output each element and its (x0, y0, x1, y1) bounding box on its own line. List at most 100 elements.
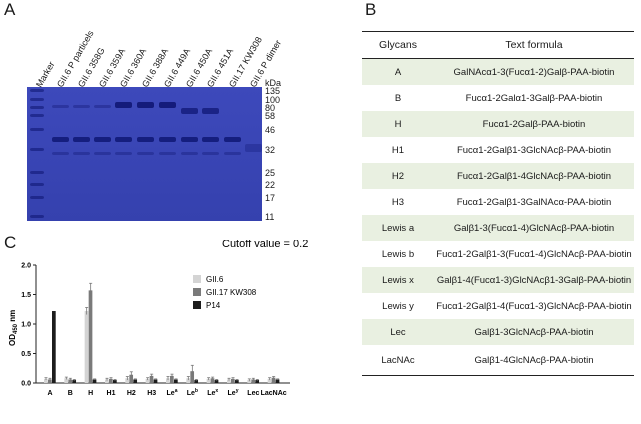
legend-label: GII.6 (206, 275, 224, 284)
marker-band (30, 89, 44, 92)
gel-band (159, 102, 176, 108)
x-tick-label: B (68, 390, 73, 397)
table-row: Lewis x Galβ1-4(Fucα1-3)GlcNAcβ1-3Galβ-PA… (362, 267, 634, 293)
glycan-name-cell: H2 (362, 163, 434, 189)
bar-gii-6 (64, 378, 69, 383)
glycan-name-cell: B (394, 92, 402, 104)
x-tick-label: H (88, 390, 93, 397)
bar-gii-17-kw308 (109, 378, 113, 383)
bar-p14 (174, 379, 178, 383)
bar-gii-6 (267, 378, 272, 383)
gel-band (73, 152, 90, 155)
glycan-name-cell: Lec (362, 319, 434, 345)
x-tick-label: Ley (228, 388, 239, 397)
glycan-name-cell: LacNAc (362, 345, 434, 376)
table-row: Lewis b Fucα1-2Galβ1-3(Fucα1-4)GlcNAcβ-PA… (362, 241, 634, 267)
gel-band (115, 102, 132, 108)
marker-band (30, 215, 44, 218)
table-row: H Fucα1-2Galβ-PAA-biotin (362, 111, 634, 137)
gel-band (159, 137, 176, 142)
bar-gii-17-kw308 (271, 377, 276, 383)
gel-band (202, 152, 219, 155)
gel-band (224, 137, 241, 142)
x-tick-label: H3 (147, 390, 156, 397)
text-formula-cell: Galβ1-3GlcNAcβ-PAA-biotin (434, 319, 634, 345)
kda-unit-label: kDa (265, 78, 282, 88)
table-row: H2 Fucα1-2Galβ1-4GlcNAcβ-PAA-biotin (362, 163, 634, 189)
bar-p14 (72, 380, 77, 383)
gel-band (115, 152, 132, 155)
bar-p14 (52, 311, 56, 383)
x-tick-label: LacNAc (261, 390, 287, 397)
bar-p14 (113, 380, 117, 383)
kda-marker-label: 135 (265, 86, 281, 96)
gel-band (181, 108, 198, 114)
gel-band (115, 137, 132, 142)
text-formula-cell: Fucα1-2Galβ1-4(Fucα1-3)GlcNAcβ-PAA-bioti… (436, 300, 632, 312)
bar-gii-17-kw308 (170, 375, 174, 383)
gel-bands (30, 89, 262, 218)
kda-marker-label: 17 (265, 193, 276, 203)
bar-p14 (275, 379, 280, 383)
bar-gii-6 (186, 378, 191, 383)
marker-band (30, 106, 44, 109)
glycans-header: Glycans (362, 31, 434, 59)
x-tick-label: H1 (107, 390, 116, 397)
bar-gii-17-kw308 (129, 374, 134, 383)
bar-gii-17-kw308 (231, 378, 235, 383)
x-tick-label: H2 (127, 390, 136, 397)
bar-p14 (92, 379, 97, 383)
glycan-name-cell: Lewis x (362, 267, 434, 293)
glycan-name-cell: Lewis y (382, 300, 414, 312)
y-tick-label: 1.0 (21, 322, 31, 329)
gel-band (52, 152, 69, 155)
text-formula-cell: Fucα1-2Galα1-3Galβ-PAA-biotin (465, 92, 603, 104)
y-tick-label: 2.0 (21, 263, 31, 270)
table-row: LacNAc Galβ1-4GlcNAcβ-PAA-biotin (362, 345, 634, 376)
bar-p14 (255, 380, 260, 383)
text-formula-header: Text formula (434, 31, 634, 59)
kda-marker-label: 46 (265, 125, 276, 135)
gel-background (27, 87, 262, 221)
gel-band (137, 102, 154, 108)
table-row: H3 Fucα1-2Galβ1-3GalNAcα-PAA-biotin (362, 189, 634, 215)
glycan-name-cell: H3 (391, 196, 405, 208)
legend-swatch (193, 275, 201, 283)
glycan-name-cell: A (362, 58, 434, 85)
x-tick-label: Leb (187, 388, 198, 397)
bar-gii-6 (206, 378, 211, 383)
bar-p14 (194, 380, 199, 383)
marker-band (30, 98, 44, 101)
gel-band (181, 137, 198, 142)
marker-band (30, 114, 44, 117)
legend-swatch (193, 301, 201, 309)
kda-marker-label: 25 (265, 168, 276, 178)
table-row: A GalNAcα1-3(Fucα1-2)Galβ-PAA-biotin (362, 58, 634, 85)
bar-gii-6 (227, 379, 231, 383)
text-formula-cell: Fucα1-2Galβ1-3GalNAcα-PAA-biotin (456, 196, 612, 208)
x-tick-label: Lex (207, 388, 218, 397)
gel-band (52, 137, 69, 142)
gel-image (27, 87, 262, 221)
bar-gii-6 (166, 378, 170, 383)
bar-gii-17-kw308 (210, 378, 215, 383)
text-formula-cell: Fucα1-2Galβ1-3(Fucα1-4)GlcNAcβ-PAA-bioti… (436, 248, 632, 260)
marker-band (30, 183, 44, 186)
gel-band (137, 152, 154, 155)
kda-marker-label: 80 (265, 103, 276, 113)
gel-panel: Marker GII.6 P particels GII.6 358G GII.6 3… (0, 0, 330, 230)
text-formula-cell: Fucα1-2Galβ-PAA-biotin (434, 111, 634, 137)
y-axis-label: OD450 nm (8, 310, 19, 346)
bar-gii-17-kw308 (68, 379, 73, 383)
table-header-row: Glycans Text formula (362, 31, 634, 59)
table-row: H1 Fucα1-2Galβ1-3GlcNAcβ-PAA-biotin (362, 137, 634, 163)
bar-p14 (153, 379, 158, 383)
glycan-name-cell: H1 (391, 144, 405, 156)
od450-bar-chart: Cutoff value = 0.2 OD450 nm 0.0 0.5 1.0 1.5 2.… (8, 240, 308, 397)
glycan-name-cell: Lewis b (381, 248, 415, 260)
text-formula-cell: Galβ1-4GlcNAcβ-PAA-biotin (434, 345, 634, 376)
glycan-table: Glycans Text formula A GalNAcα1-3(Fucα1-2… (362, 31, 634, 376)
kda-marker-label: 32 (265, 145, 276, 155)
bar-gii-6 (247, 380, 252, 383)
x-tick-label: Lec (247, 390, 259, 397)
